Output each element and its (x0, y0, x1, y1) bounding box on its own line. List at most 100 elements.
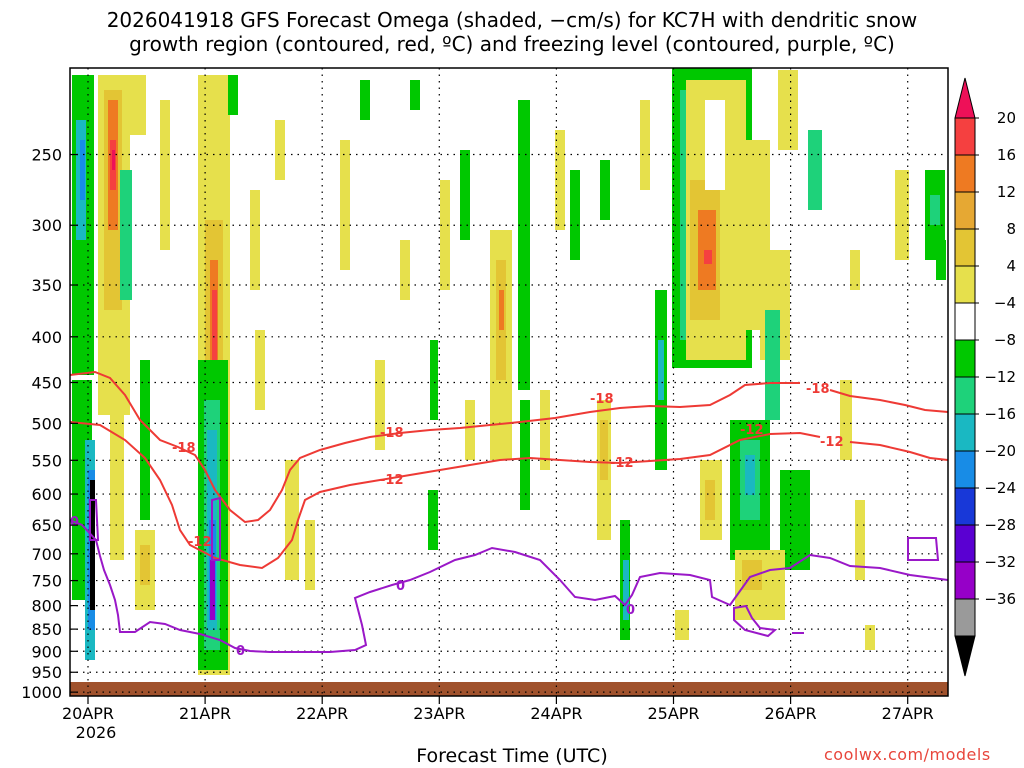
omega-cell (465, 400, 475, 460)
colorbar-swatch (954, 598, 976, 637)
contour-minus12-right (849, 441, 948, 461)
omega-cell (410, 80, 420, 110)
contour-label: -18 (172, 441, 196, 456)
contour-label: -18 (380, 426, 404, 441)
omega-cell (778, 70, 798, 150)
contour-label: 0 (70, 515, 79, 530)
omega-cell (865, 625, 875, 650)
colorbar-swatch (954, 376, 976, 415)
colorbar-swatch (954, 450, 976, 489)
omega-cell (808, 130, 822, 210)
omega-cell (360, 80, 370, 120)
credit-link[interactable]: coolwx.com/models (824, 745, 991, 764)
x-tick-label: 23APR (413, 704, 465, 723)
omega-cell (140, 545, 150, 585)
y-tick-label: 650 (31, 516, 62, 535)
y-tick-label: 550 (31, 451, 62, 470)
omega-cell (90, 480, 95, 610)
x-tick-label: 21APR (179, 704, 231, 723)
colorbar-swatch (954, 117, 976, 156)
omega-cell (555, 130, 565, 230)
contour-zero-closed-3 (89, 499, 100, 541)
colorbar-label: 16 (997, 146, 1016, 164)
y-tick-label: 350 (31, 276, 62, 295)
omega-cell (570, 170, 580, 260)
omega-cell (705, 480, 715, 520)
y-tick-label: 250 (31, 146, 62, 165)
y-tick-label: 600 (31, 485, 62, 504)
colorbar-arrow-bottom (954, 635, 976, 677)
grid-lines (70, 68, 948, 696)
omega-cell (128, 75, 146, 135)
omega-cell (658, 340, 664, 400)
colorbar-label: 20 (997, 109, 1016, 127)
contour-label: -18 (806, 382, 830, 397)
y-tick-label: 900 (31, 642, 62, 661)
contour-zero-closed-4 (211, 496, 221, 561)
omega-cell (140, 360, 150, 520)
contour-minus18-right (829, 389, 948, 413)
y-tick-label: 500 (31, 414, 62, 433)
omega-cell (499, 290, 504, 330)
colorbar-label: −24 (984, 479, 1016, 497)
colorbar-swatch (954, 302, 976, 341)
omega-cell (340, 140, 350, 270)
omega-cell (745, 455, 755, 495)
omega-cell (518, 100, 530, 390)
contours (70, 370, 948, 653)
x-tick-label: 24APR (530, 704, 582, 723)
terrain-strip (70, 682, 948, 696)
omega-cell (375, 360, 385, 450)
contour-label: -12 (820, 435, 844, 450)
omega-cell (112, 150, 115, 170)
chart-title-line2: growth region (contoured, red, ºC) and f… (129, 32, 895, 56)
colorbar-label: 12 (997, 183, 1016, 201)
y-axis: 250 300 350 400 450 500 550 600 650 700 750 800 850 9… (21, 146, 78, 702)
omega-cell (440, 180, 450, 290)
colorbar-label: −8 (994, 331, 1016, 349)
colorbar-swatch (954, 154, 976, 193)
y-tick-label: 450 (31, 373, 62, 392)
x-tick-label: 22APR (296, 704, 348, 723)
x-tick-year: 2026 (76, 723, 117, 742)
y-tick-label: 750 (31, 572, 62, 591)
y-tick-label: 300 (31, 216, 62, 235)
contour-zero-closed-1 (907, 537, 940, 561)
x-axis: 20APR 21APR 22APR 23APR 24APR 25APR 26APR 27APR (62, 696, 934, 723)
y-tick-label: 800 (31, 597, 62, 616)
contour-label: -12 (610, 456, 634, 471)
colorbar-label: −20 (984, 442, 1016, 460)
colorbar-swatch (954, 265, 976, 304)
omega-cell (430, 340, 438, 420)
colorbar-swatch (954, 228, 976, 267)
y-tick-label: 850 (31, 620, 62, 639)
contour-labels: -18 -12 -18 -12 -12 -18 -12 -18 -12 0 0 … (70, 382, 844, 659)
x-tick-label: 20APR (62, 704, 114, 723)
omega-cell (765, 310, 780, 420)
omega-cell (600, 420, 608, 480)
contour-label: 0 (626, 603, 635, 618)
omega-cell (120, 170, 132, 300)
omega-cell (160, 100, 170, 250)
omega-cell (212, 290, 217, 370)
contour-zero-closed-2 (733, 604, 778, 638)
omega-cell (855, 500, 865, 580)
colorbar-swatch (954, 339, 976, 378)
x-tick-label: 27APR (882, 704, 934, 723)
colorbar-swatch (954, 191, 976, 230)
omega-cell (400, 240, 410, 300)
colorbar: 20 16 12 8 4 −4 −8 −12 −16 −20 −24 −28 −32 −36 (954, 77, 1016, 677)
omega-cell (600, 160, 610, 220)
omega-cell (460, 150, 470, 240)
omega-cell (428, 490, 438, 550)
colorbar-arrow-top (954, 77, 976, 119)
omega-cell (228, 75, 238, 115)
omega-cell (840, 380, 852, 460)
colorbar-label: −28 (984, 516, 1016, 534)
omega-cell (275, 120, 285, 180)
contour-label: 0 (396, 579, 405, 594)
omega-cell (850, 250, 860, 290)
omega-cell (285, 460, 299, 580)
omega-cell (675, 610, 689, 640)
x-tick-label: 25APR (647, 704, 699, 723)
